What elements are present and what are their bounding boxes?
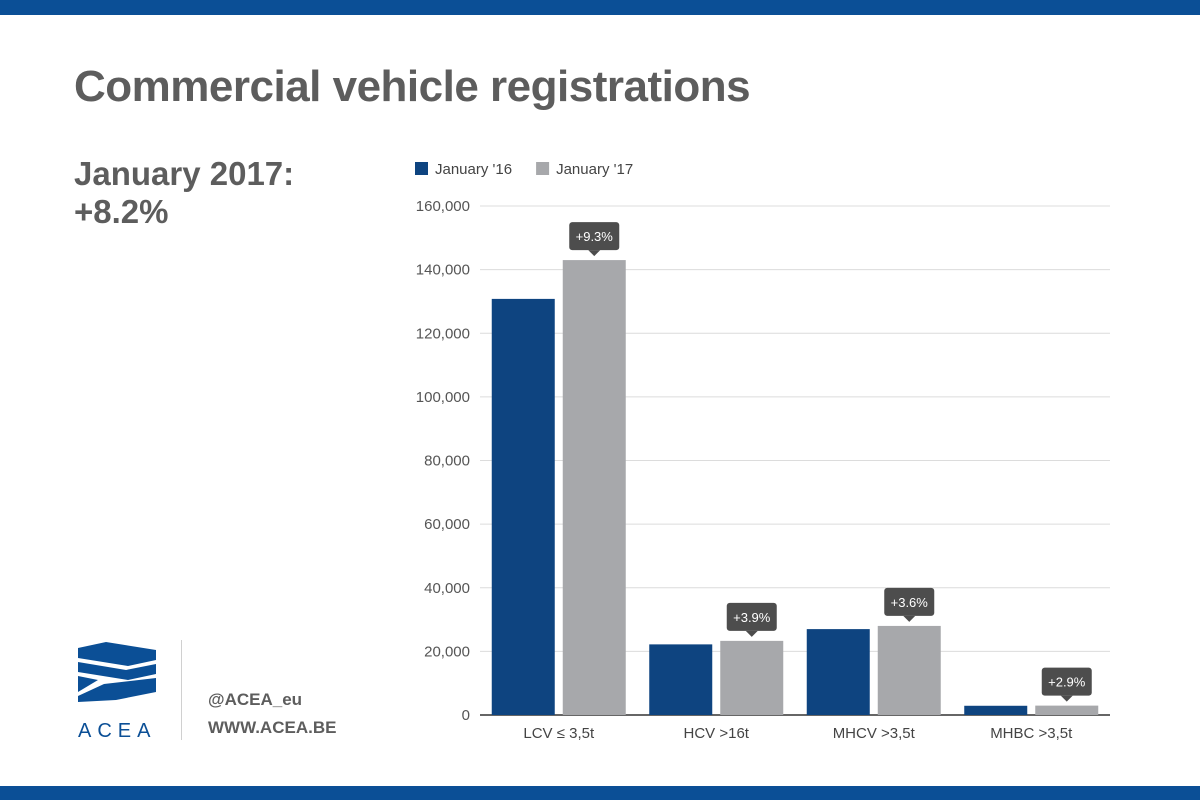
- change-label: +3.9%: [733, 610, 771, 625]
- y-tick-label: 0: [462, 707, 470, 724]
- x-tick-label: HCV >16t: [684, 725, 750, 742]
- bar-january-16: [491, 298, 555, 715]
- legend-swatch: [536, 162, 550, 175]
- x-tick-label: MHBC >3,5t: [990, 725, 1073, 742]
- change-label: +3.6%: [891, 595, 929, 610]
- headline-change: January 2017: +8.2%: [74, 155, 294, 231]
- x-tick-label: MHCV >3,5t: [833, 725, 916, 742]
- y-tick-label: 100,000: [416, 389, 470, 406]
- change-callout: [726, 602, 777, 631]
- change-callout: [884, 587, 935, 616]
- y-tick-label: 120,000: [416, 325, 470, 342]
- social-handle: @ACEA_eu: [208, 690, 303, 709]
- acea-logo-icon: [78, 642, 156, 702]
- bar-january-16: [964, 705, 1028, 715]
- bar-january-17: [1035, 705, 1099, 715]
- change-callout: [1041, 667, 1092, 696]
- website-link[interactable]: WWW.ACEA.BE: [208, 718, 337, 737]
- y-tick-label: 160,000: [416, 198, 470, 215]
- change-callout-pointer: [1060, 695, 1073, 702]
- legend-label: January '17: [556, 161, 633, 178]
- y-tick-label: 60,000: [424, 516, 470, 533]
- legend-swatch: [415, 162, 428, 175]
- bar-january-17: [877, 625, 941, 715]
- y-tick-label: 40,000: [424, 580, 470, 597]
- legend-label: January '16: [435, 161, 512, 178]
- bar-january-16: [806, 629, 870, 715]
- headline-percent: +8.2%: [74, 193, 169, 230]
- headline-period: January 2017:: [74, 155, 295, 192]
- change-callout-pointer: [903, 615, 916, 622]
- page-title: Commercial vehicle registrations: [74, 62, 751, 111]
- bar-january-17: [720, 640, 784, 715]
- change-label: +9.3%: [576, 229, 614, 244]
- change-callout: [569, 222, 620, 251]
- bar-january-17: [562, 260, 626, 715]
- change-callout-pointer: [745, 630, 758, 637]
- bar-january-16: [649, 644, 713, 715]
- x-tick-label: LCV ≤ 3,5t: [523, 725, 595, 742]
- change-label: +2.9%: [1048, 675, 1086, 690]
- footer-divider: [181, 640, 182, 740]
- bottom-brand-band: [0, 786, 1200, 800]
- y-tick-label: 140,000: [416, 262, 470, 279]
- top-brand-band: [0, 0, 1200, 15]
- change-callout-pointer: [588, 250, 601, 257]
- logo-wordmark: ACEA: [78, 720, 157, 742]
- y-tick-label: 20,000: [424, 643, 470, 660]
- y-tick-label: 80,000: [424, 453, 470, 470]
